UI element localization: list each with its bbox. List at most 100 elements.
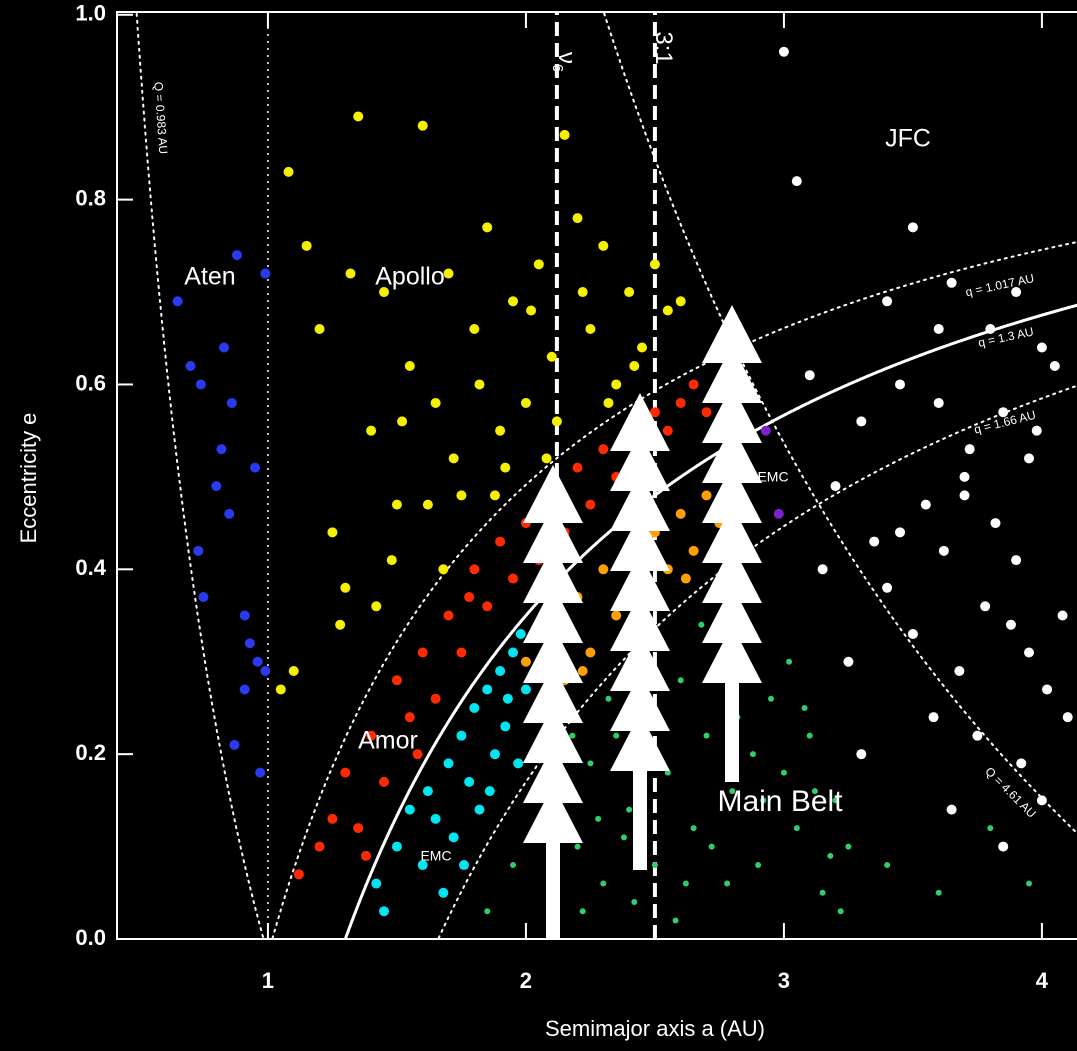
data-point (676, 509, 686, 519)
data-point (353, 111, 363, 121)
region-label: Aten (184, 263, 235, 291)
data-point (482, 222, 492, 232)
data-point (792, 176, 802, 186)
data-point (569, 733, 575, 739)
data-point (474, 379, 484, 389)
data-point (724, 881, 730, 887)
data-point (786, 659, 792, 665)
curve-label: Q = 0.983 AU (151, 81, 170, 154)
data-point (689, 546, 699, 556)
region-label: JFC (885, 125, 931, 153)
data-point (469, 564, 479, 574)
x-tick-label: 4 (1036, 968, 1049, 993)
data-point (1026, 881, 1032, 887)
data-point (802, 705, 808, 711)
data-point (500, 463, 510, 473)
data-point (503, 694, 513, 704)
tree-decoration (523, 465, 583, 940)
data-point (423, 500, 433, 510)
data-point (585, 500, 595, 510)
data-point (510, 862, 516, 868)
data-point (340, 583, 350, 593)
data-point (456, 490, 466, 500)
data-point (990, 518, 1000, 528)
data-point (474, 805, 484, 815)
data-point (575, 844, 581, 850)
data-point (484, 908, 490, 914)
data-point (542, 453, 552, 463)
data-point (431, 398, 441, 408)
data-point (954, 666, 964, 676)
data-point (253, 657, 263, 667)
data-point (379, 777, 389, 787)
data-point (585, 647, 595, 657)
y-axis-title: Eccentricity e (16, 413, 41, 544)
data-point (683, 881, 689, 887)
data-point (327, 814, 337, 824)
data-point (1042, 684, 1052, 694)
data-point (774, 509, 784, 519)
data-point (449, 832, 459, 842)
curve-label: Q = 4.61 AU (982, 764, 1038, 820)
data-point (387, 555, 397, 565)
data-point (340, 768, 350, 778)
data-point (495, 666, 505, 676)
data-point (838, 908, 844, 914)
data-point (702, 407, 712, 417)
data-point (459, 860, 469, 870)
data-point (456, 647, 466, 657)
data-point (392, 675, 402, 685)
data-point (534, 259, 544, 269)
data-point (929, 712, 939, 722)
data-point (418, 121, 428, 131)
data-point (598, 444, 608, 454)
data-point (193, 546, 203, 556)
data-point (345, 269, 355, 279)
data-point (255, 768, 265, 778)
data-point (965, 444, 975, 454)
data-point (663, 426, 673, 436)
data-point (807, 733, 813, 739)
x-tick-label: 2 (520, 968, 532, 993)
data-point (689, 379, 699, 389)
data-point (1037, 795, 1047, 805)
data-point (831, 481, 841, 491)
data-point (598, 241, 608, 251)
chart: Semimajor axis a (AU) Eccentricity e ν63… (0, 0, 1077, 1051)
orbit-curve (273, 242, 1077, 938)
data-point (676, 398, 686, 408)
data-point (405, 361, 415, 371)
data-point (631, 899, 637, 905)
data-point (704, 733, 710, 739)
data-point (895, 379, 905, 389)
data-point (613, 733, 619, 739)
data-point (691, 825, 697, 831)
data-point (998, 842, 1008, 852)
region-label: Main Belt (717, 785, 843, 818)
data-point (947, 805, 957, 815)
data-point (1024, 453, 1034, 463)
data-point (611, 379, 621, 389)
data-point (947, 278, 957, 288)
y-tick-label: 0.8 (75, 185, 106, 210)
data-point (624, 287, 634, 297)
data-point (1050, 361, 1060, 371)
data-point (508, 574, 518, 584)
data-point (361, 851, 371, 861)
data-point (587, 760, 593, 766)
data-point (490, 749, 500, 759)
data-point (302, 241, 312, 251)
data-point (652, 862, 658, 868)
data-point (495, 537, 505, 547)
data-point (698, 622, 704, 628)
data-point (289, 666, 299, 676)
data-point (526, 306, 536, 316)
reference-label: ν6 (549, 52, 580, 72)
data-point (673, 918, 679, 924)
data-point (709, 844, 715, 850)
data-point (444, 758, 454, 768)
region-label: EMC (757, 469, 788, 485)
data-point (629, 361, 639, 371)
data-point (397, 416, 407, 426)
data-point (702, 490, 712, 500)
